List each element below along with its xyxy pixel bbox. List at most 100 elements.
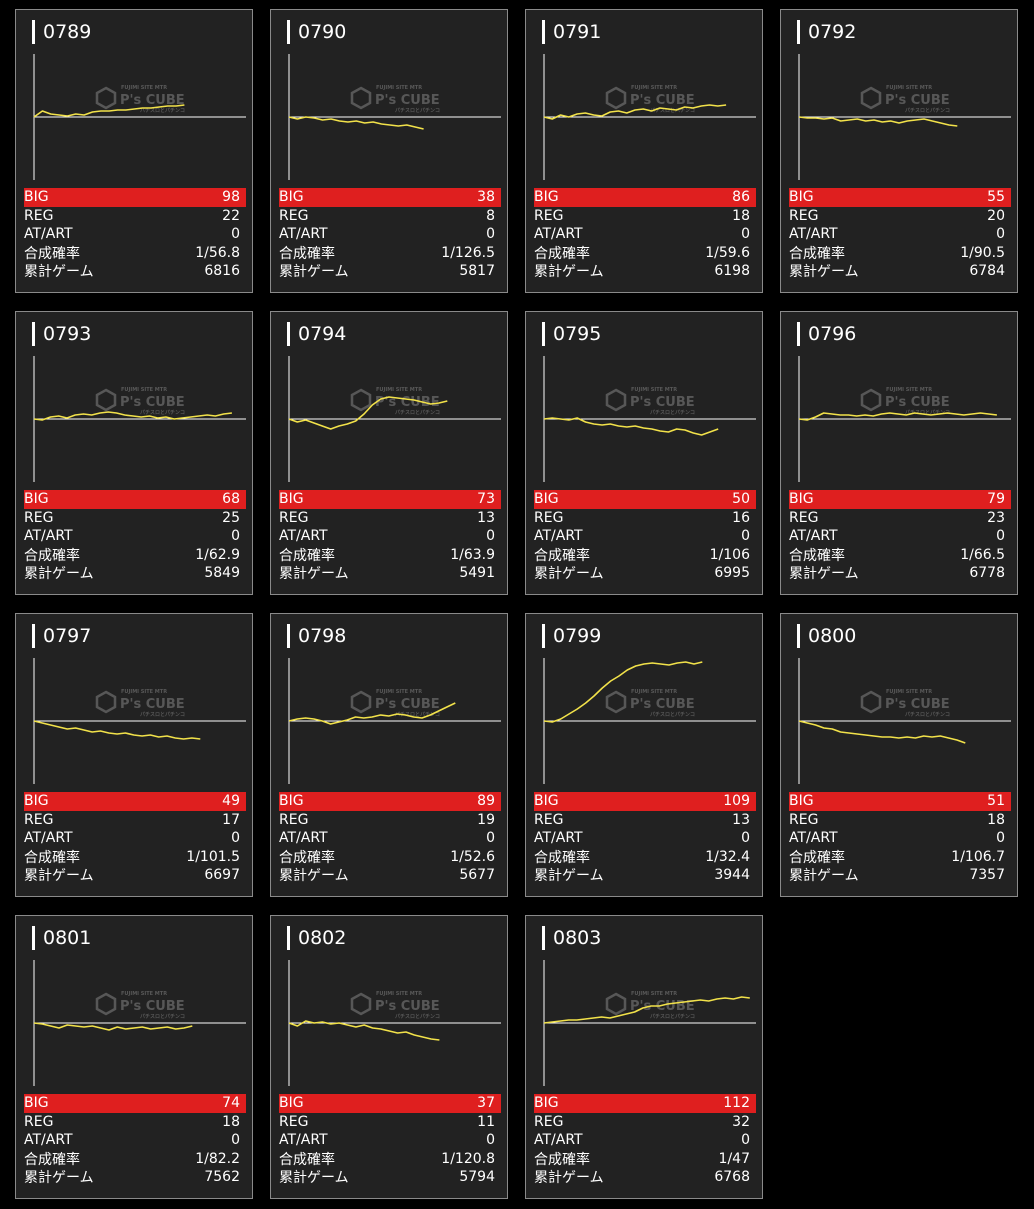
machine-card[interactable]: 0796 FUJIMI SITE MTR P's CUBE パチスロとパチンコ BIG 7… (780, 311, 1018, 595)
trend-line (33, 1022, 193, 1031)
total-label: 累計ゲーム (279, 566, 349, 583)
stats-table: BIG 98 REG 22 AT/ART 0 合成確率 1/56.8 累計ゲーム 6816 (24, 188, 246, 281)
watermark-brand-text: P's CUBE (120, 395, 185, 410)
reg-row: REG 18 (24, 1113, 246, 1132)
reg-value: 13 (732, 811, 750, 828)
reg-label: REG (24, 1113, 54, 1130)
big-value: 51 (987, 793, 1005, 810)
atart-row: AT/ART 0 (789, 829, 1011, 848)
trend-line (288, 396, 448, 430)
combined-value: 1/47 (718, 1150, 750, 1167)
big-value: 109 (723, 793, 750, 810)
stats-table: BIG 112 REG 32 AT/ART 0 合成確率 1/47 累計ゲーム 6768 (534, 1094, 756, 1187)
watermark-bottom-text: パチスロとパチンコ (395, 409, 440, 416)
watermark-top-text: FUJIMI SITE MTR (121, 991, 167, 997)
machine-card[interactable]: 0792 FUJIMI SITE MTR P's CUBE パチスロとパチンコ BIG 5… (780, 9, 1018, 293)
trend-line (288, 702, 456, 725)
machine-card[interactable]: 0795 FUJIMI SITE MTR P's CUBE パチスロとパチンコ BIG 5… (525, 311, 763, 595)
atart-value: 0 (996, 226, 1005, 243)
atart-row: AT/ART 0 (24, 829, 246, 848)
machine-card[interactable]: 0798 FUJIMI SITE MTR P's CUBE パチスロとパチンコ BIG 8… (270, 613, 508, 897)
watermark-brand-text: P's CUBE (375, 697, 440, 712)
atart-value: 0 (231, 830, 240, 847)
combined-label: 合成確率 (24, 1151, 80, 1168)
big-row: BIG 38 (279, 188, 501, 207)
combined-label: 合成確率 (789, 849, 845, 866)
total-games-row: 累計ゲーム 6778 (789, 564, 1011, 583)
machine-card[interactable]: 0793 FUJIMI SITE MTR P's CUBE パチスロとパチンコ BIG 6… (15, 311, 253, 595)
combined-value: 1/63.9 (450, 546, 495, 563)
reg-value: 11 (477, 1113, 495, 1130)
total-value: 5849 (204, 565, 240, 582)
big-label: BIG (534, 491, 559, 508)
big-value: 98 (222, 189, 240, 206)
combined-value: 1/66.5 (960, 546, 1005, 563)
atart-label: AT/ART (279, 830, 328, 847)
reg-value: 19 (477, 811, 495, 828)
reg-row: REG 32 (534, 1113, 756, 1132)
atart-label: AT/ART (789, 226, 838, 243)
watermark-brand-text: P's CUBE (630, 697, 695, 712)
machine-card[interactable]: 0799 FUJIMI SITE MTR P's CUBE パチスロとパチンコ BIG 1… (525, 613, 763, 897)
total-games-row: 累計ゲーム 5677 (279, 866, 501, 885)
total-label: 累計ゲーム (24, 868, 94, 885)
machine-number: 0803 (542, 926, 601, 950)
big-row: BIG 79 (789, 490, 1011, 509)
stats-table: BIG 68 REG 25 AT/ART 0 合成確率 1/62.9 累計ゲーム 5849 (24, 490, 246, 583)
total-label: 累計ゲーム (24, 566, 94, 583)
machine-card[interactable]: 0801 FUJIMI SITE MTR P's CUBE パチスロとパチンコ BIG 7… (15, 915, 253, 1199)
machine-card[interactable]: 0789 FUJIMI SITE MTR P's CUBE パチスロとパチンコ BIG 9… (15, 9, 253, 293)
machine-card[interactable]: 0791 FUJIMI SITE MTR P's CUBE パチスロとパチンコ BIG 8… (525, 9, 763, 293)
watermark-bottom-text: パチスロとパチンコ (140, 1013, 185, 1020)
combined-probability-row: 合成確率 1/101.5 (24, 848, 246, 867)
atart-value: 0 (741, 528, 750, 545)
big-value: 112 (723, 1095, 750, 1112)
total-value: 6778 (969, 565, 1005, 582)
atart-row: AT/ART 0 (279, 829, 501, 848)
watermark-bottom-text: パチスロとパチンコ (905, 711, 950, 718)
total-games-row: 累計ゲーム 6697 (24, 866, 246, 885)
machine-card[interactable]: 0802 FUJIMI SITE MTR P's CUBE パチスロとパチンコ BIG 3… (270, 915, 508, 1199)
trend-line (288, 116, 424, 130)
machine-card[interactable]: 0794 FUJIMI SITE MTR P's CUBE パチスロとパチンコ BIG 7… (270, 311, 508, 595)
combined-probability-row: 合成確率 1/90.5 (789, 244, 1011, 263)
combined-value: 1/59.6 (705, 244, 750, 261)
reg-value: 18 (732, 207, 750, 224)
watermark-bottom-text: パチスロとパチンコ (650, 711, 695, 718)
big-row: BIG 55 (789, 188, 1011, 207)
machine-card[interactable]: 0797 FUJIMI SITE MTR P's CUBE パチスロとパチンコ BIG 4… (15, 613, 253, 897)
atart-row: AT/ART 0 (24, 225, 246, 244)
cube-logo-icon (860, 690, 882, 714)
big-label: BIG (24, 1095, 49, 1112)
combined-label: 合成確率 (279, 547, 335, 564)
big-row: BIG 86 (534, 188, 756, 207)
reg-value: 17 (222, 811, 240, 828)
atart-row: AT/ART 0 (789, 225, 1011, 244)
watermark-bottom-text: パチスロとパチンコ (650, 1013, 695, 1020)
machine-card[interactable]: 0790 FUJIMI SITE MTR P's CUBE パチスロとパチンコ BIG 3… (270, 9, 508, 293)
watermark-top-text: FUJIMI SITE MTR (886, 85, 932, 91)
machine-card[interactable]: 0803 FUJIMI SITE MTR P's CUBE パチスロとパチンコ BIG 1… (525, 915, 763, 1199)
watermark-brand-text: P's CUBE (885, 697, 950, 712)
total-games-row: 累計ゲーム 6995 (534, 564, 756, 583)
atart-value: 0 (486, 830, 495, 847)
atart-label: AT/ART (24, 226, 73, 243)
watermark-brand-text: P's CUBE (885, 395, 950, 410)
stats-table: BIG 50 REG 16 AT/ART 0 合成確率 1/106 累計ゲーム 6995 (534, 490, 756, 583)
total-games-row: 累計ゲーム 7357 (789, 866, 1011, 885)
total-value: 6768 (714, 1169, 750, 1186)
big-row: BIG 109 (534, 792, 756, 811)
total-label: 累計ゲーム (534, 264, 604, 281)
big-value: 89 (477, 793, 495, 810)
reg-label: REG (534, 207, 564, 224)
cube-logo-icon (95, 992, 117, 1016)
machine-number: 0791 (542, 20, 601, 44)
atart-row: AT/ART 0 (279, 225, 501, 244)
reg-label: REG (789, 207, 819, 224)
machine-card[interactable]: 0800 FUJIMI SITE MTR P's CUBE パチスロとパチンコ BIG 5… (780, 613, 1018, 897)
